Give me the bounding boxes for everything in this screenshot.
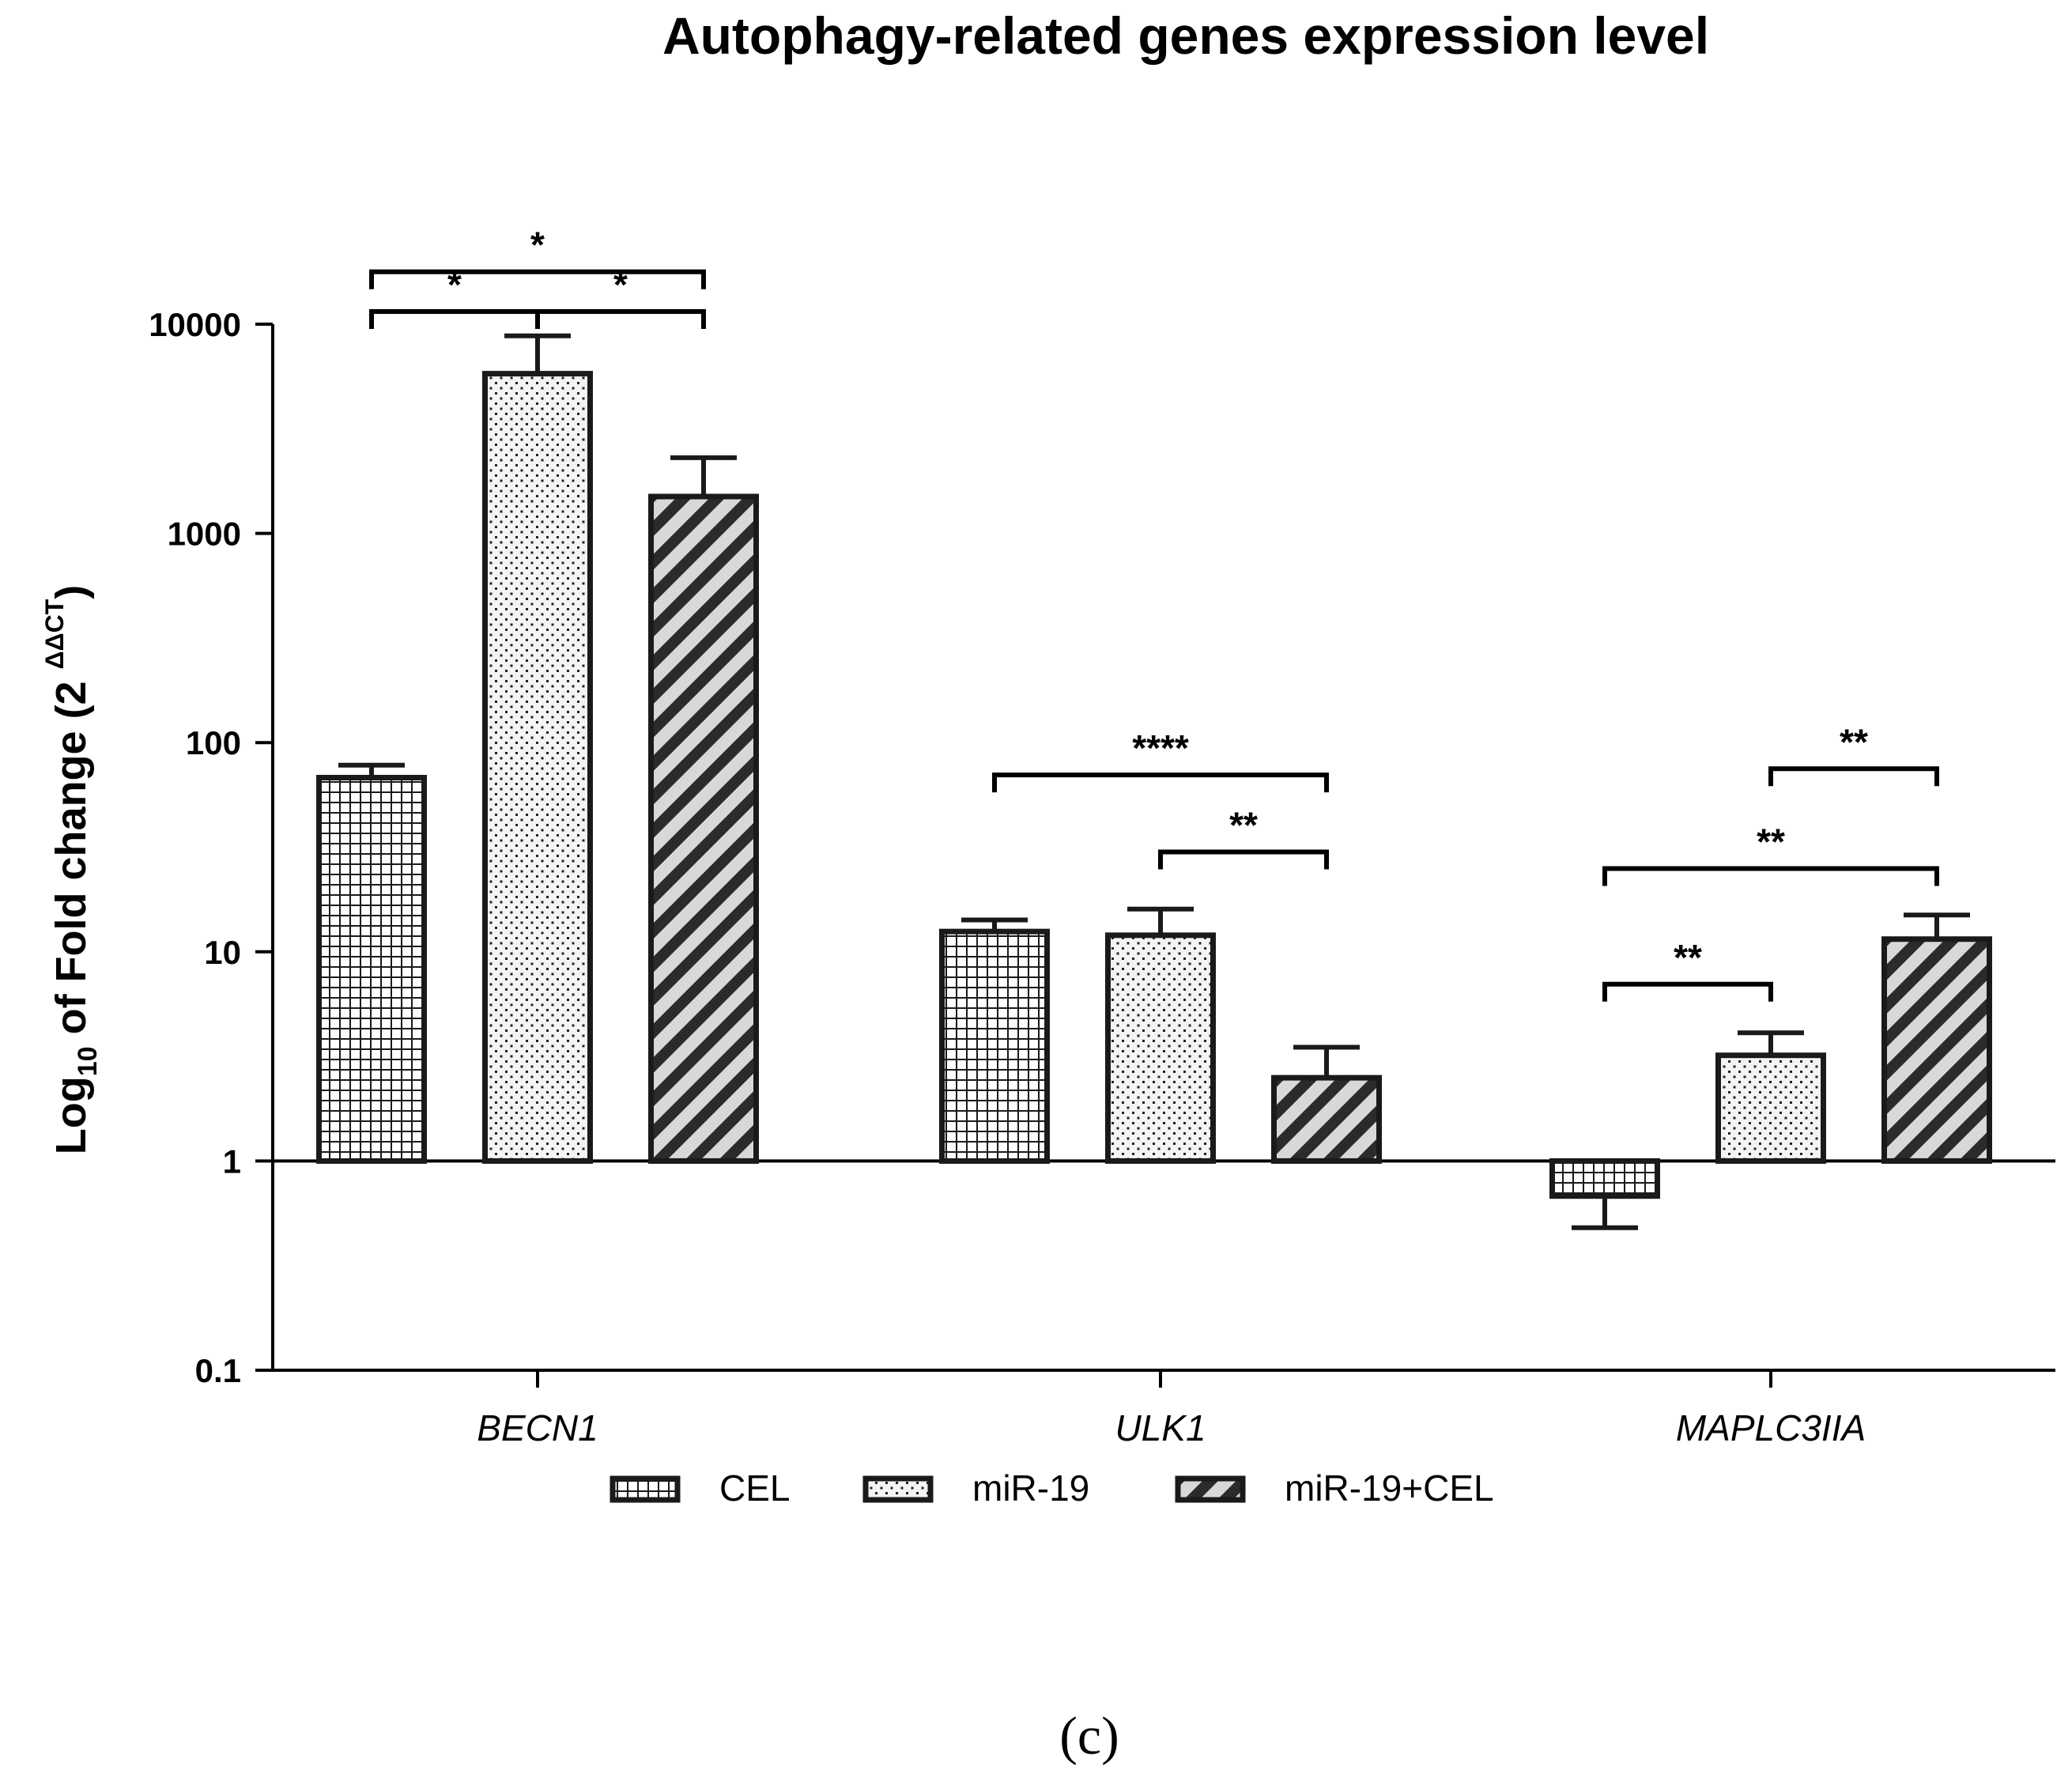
figure-caption: (c) (1059, 1705, 1119, 1766)
legend-label-mir-19-cel: miR-19+CEL (1285, 1467, 1494, 1509)
bar-mir-19-ulk1 (1105, 932, 1216, 1164)
y-tick-label: 1000 (168, 516, 241, 553)
significance-bracket (992, 772, 1329, 793)
significance-bracket (1602, 981, 1773, 1002)
y-tick-label: 10 (204, 934, 241, 971)
significance-label: **** (1132, 727, 1189, 769)
bar-cel-ulk1 (939, 928, 1050, 1164)
bar-cel-maplc3iia (1549, 1158, 1660, 1199)
legend-swatch-cel (610, 1475, 681, 1503)
y-tick-label: 0.1 (195, 1352, 241, 1389)
significance-bracket (1768, 766, 1939, 787)
significance-label: * (447, 264, 462, 305)
significance-bracket (1602, 866, 1939, 886)
bar-mir-19-becn1 (482, 371, 593, 1164)
y-tick-label: 100 (186, 724, 241, 761)
axes: 0.1 1 10 100 1000 10000 BECN1 ULK1 MAPLC3IIA (149, 306, 2055, 1449)
significance-label: ** (1674, 937, 1702, 978)
x-tick-label-becn1: BECN1 (477, 1407, 598, 1449)
bar-mir-19-cel-becn1 (648, 493, 759, 1164)
y-tick-label: 10000 (149, 306, 241, 343)
significance-label: * (530, 225, 545, 266)
y-tick-label: 1 (223, 1143, 241, 1180)
bar-mir-19-cel-maplc3iia (1881, 936, 1992, 1164)
legend-swatch-mir-19-cel (1175, 1475, 1246, 1503)
bar-mir-19-maplc3iia (1715, 1052, 1826, 1164)
legend: CEL miR-19 miR-19+CEL (610, 1467, 1494, 1509)
legend-label-mir-19: miR-19 (972, 1467, 1089, 1509)
significance-label: ** (1229, 805, 1258, 846)
significance-brackets: ** ************* (369, 225, 1939, 1002)
y-axis-label: Log10 of Fold change (2 ΔΔCT) (40, 585, 103, 1154)
bars (316, 333, 1992, 1230)
significance-bracket (369, 269, 706, 289)
chart-title: Autophagy-related genes expression level (662, 6, 1709, 65)
x-tick-label-maplc3iia: MAPLC3IIA (1676, 1407, 1866, 1449)
bar-mir-19-cel-ulk1 (1271, 1075, 1382, 1164)
significance-label: ** (1757, 822, 1785, 863)
significance-bracket (1158, 849, 1329, 870)
legend-swatch-mir-19 (862, 1475, 934, 1503)
bar-cel-becn1 (316, 775, 427, 1164)
significance-bracket (535, 308, 706, 329)
legend-label-cel: CEL (719, 1467, 790, 1509)
significance-bracket (369, 308, 540, 329)
x-tick-label-ulk1: ULK1 (1115, 1407, 1206, 1449)
significance-label: * (613, 264, 628, 305)
significance-label: ** (1840, 721, 1868, 762)
